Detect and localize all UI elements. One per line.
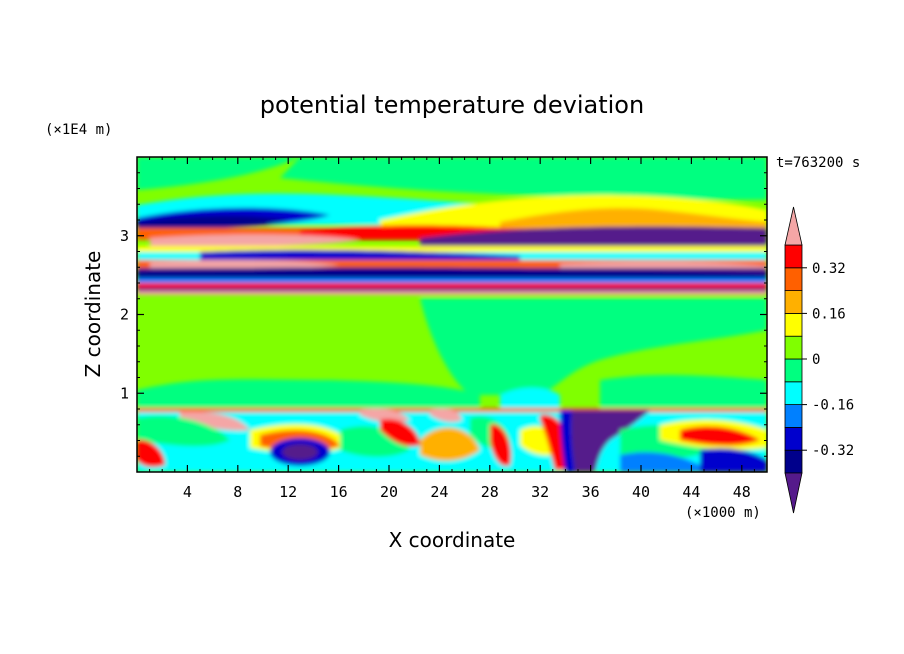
colorbar-segment xyxy=(784,290,803,314)
field-bl-navy-eddy xyxy=(282,444,318,460)
y-axis-label: Z coordinate xyxy=(81,251,105,378)
y-tick-label: 1 xyxy=(120,384,129,402)
x-tick-label: 32 xyxy=(531,483,549,501)
field-bl-right-blue xyxy=(700,448,767,472)
chart-title: potential temperature deviation xyxy=(260,91,644,119)
x-tick-label: 24 xyxy=(430,483,448,501)
field-top-lobe-orange xyxy=(500,208,767,230)
field-band-orange xyxy=(137,260,767,268)
field-middle-zero xyxy=(420,298,767,395)
field-top-left-pos xyxy=(137,157,300,190)
y-tick-label: 3 xyxy=(120,227,129,245)
colorbar-segment xyxy=(784,358,803,383)
field-low-right-zero xyxy=(600,375,767,410)
colorbar-tick-label: 0 xyxy=(812,352,820,368)
x-axis-label: X coordinate xyxy=(389,528,516,552)
field-band-3-purple xyxy=(420,226,767,248)
field-bl-green1 xyxy=(137,416,230,447)
x-tick-label: 28 xyxy=(481,483,499,501)
colorbar-segment xyxy=(784,381,803,405)
colorbar-segment xyxy=(784,449,803,474)
x-tick-label: 48 xyxy=(733,483,751,501)
field-band-blue xyxy=(200,249,520,262)
field-bl-pink-edge xyxy=(180,411,250,431)
field-bl-right-red xyxy=(680,426,760,446)
colorbar-tick-label: -0.32 xyxy=(812,443,854,459)
colorbar-segment xyxy=(784,426,803,451)
x-tick-label: 4 xyxy=(183,483,192,501)
colorbar-segment xyxy=(784,404,803,428)
y-unit-label: (×1E4 m) xyxy=(45,122,112,138)
field-bl-plume xyxy=(571,410,650,472)
x-unit-label: (×1000 m) xyxy=(685,505,761,521)
colorbar-tick-label: 0.16 xyxy=(812,306,846,322)
y-axis-ticks: 1 2 3 xyxy=(120,172,767,457)
y-tick-label: 2 xyxy=(120,306,129,324)
x-axis-ticks: 4 8 12 16 20 24 28 32 36 40 44 48 xyxy=(149,157,755,501)
field-band-pink2 xyxy=(150,259,340,270)
field-bl-right-lightblue xyxy=(620,452,700,472)
x-tick-label: 12 xyxy=(279,483,297,501)
x-tick-label: 20 xyxy=(380,483,398,501)
field-band-lightblue xyxy=(137,278,767,283)
field-cyan-bump xyxy=(500,387,560,410)
x-tick-label: 8 xyxy=(233,483,242,501)
x-tick-label: 40 xyxy=(632,483,650,501)
colorbar-top-arrow xyxy=(784,206,803,246)
x-tick-label: 36 xyxy=(582,483,600,501)
field-bl-plume-edge xyxy=(560,410,575,472)
colorbar-segment xyxy=(784,312,803,337)
colorbar: 0.32 0.16 0 -0.16 -0.32 xyxy=(784,206,854,514)
field-bl-red-eddy1 xyxy=(137,439,165,468)
x-tick-label: 16 xyxy=(330,483,348,501)
field-band-darkblue xyxy=(137,288,767,291)
colorbar-bottom-arrow xyxy=(784,472,803,514)
field-bl-pink-edge2 xyxy=(360,408,410,423)
field-bl-red-eddy3 xyxy=(490,424,511,466)
field-bl-orange2 xyxy=(420,427,480,461)
colorbar-tick-label: -0.16 xyxy=(812,398,854,414)
colorbar-segment xyxy=(784,335,803,360)
field-band-3-pink xyxy=(150,234,360,247)
field-bl-red-eddy2 xyxy=(380,419,420,447)
colorbar-tick-label: 0.32 xyxy=(812,261,846,277)
field-top-lobe-navy xyxy=(137,215,290,232)
x-tick-label: 44 xyxy=(682,483,700,501)
heatmap-field xyxy=(137,157,767,472)
field-low-left-zero xyxy=(137,379,480,410)
field-bl-pink-edge3 xyxy=(430,408,462,423)
field-band-3-yellow xyxy=(137,246,767,252)
field-band-red3 xyxy=(137,283,767,288)
field-top-zero-band xyxy=(280,157,767,200)
colorbar-segment xyxy=(784,244,803,269)
colorbar-segment xyxy=(784,267,803,291)
field-band-navy xyxy=(137,267,767,278)
field-band-pink4 xyxy=(137,291,767,295)
time-label: t=763200 s xyxy=(776,155,860,171)
